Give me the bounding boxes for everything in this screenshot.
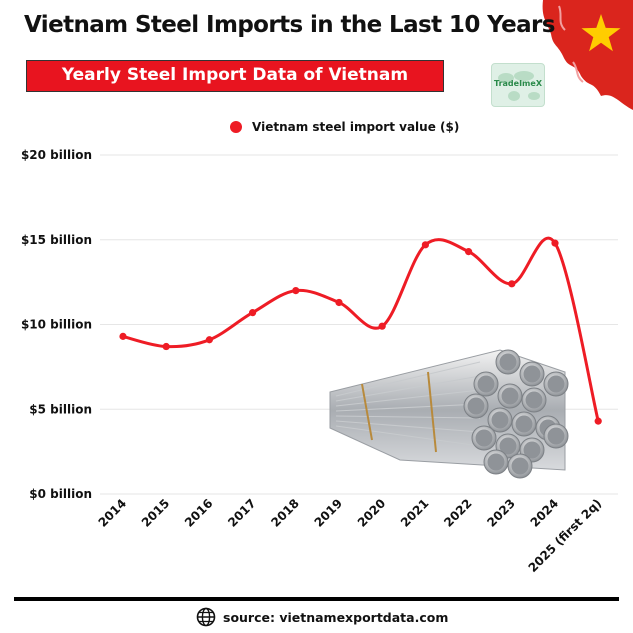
flag-star-icon [581, 14, 621, 52]
pipe-bore [487, 453, 505, 471]
steel-pipes-illustration [329, 349, 569, 479]
x-tick-label: 2018 [268, 496, 302, 530]
y-tick-label: $10 billion [21, 318, 92, 332]
data-point [335, 298, 343, 307]
chart-subtitle-banner: Yearly Steel Import Data of Vietnam [26, 60, 444, 92]
legend-label: Vietnam steel import value ($) [252, 120, 460, 134]
footer-divider [14, 597, 619, 601]
pipe-bore [523, 365, 541, 383]
world-map-icon [498, 71, 540, 101]
x-tick-label: 2021 [398, 496, 432, 530]
pipe-bore [547, 375, 565, 393]
pipe-bore [499, 353, 517, 371]
pipe-bore [515, 415, 533, 433]
y-tick-label: $15 billion [21, 233, 92, 247]
tradeimex-logo: TradeImeX [491, 63, 545, 107]
x-tick-label: 2020 [355, 496, 389, 530]
logo-text: TradeImeX [494, 79, 542, 88]
x-tick-label: 2019 [312, 496, 346, 530]
data-point [594, 417, 602, 425]
y-tick-label: $20 billion [21, 148, 92, 162]
chart-title: Vietnam Steel Imports in the Last 10 Yea… [24, 12, 555, 38]
data-point [119, 332, 127, 340]
x-tick-label: 2014 [96, 496, 130, 530]
pipe-bore [523, 441, 541, 459]
globe-icon [196, 607, 216, 627]
data-point [162, 342, 170, 351]
pipe-edge [335, 375, 481, 402]
source-text: source: vietnamexportdata.com [223, 609, 449, 625]
pipe-bore [477, 375, 495, 393]
y-axis-ticks: $0 billion $5 billion $10 billion $15 billi… [21, 148, 92, 501]
vietnam-flag-icon [542, 0, 633, 110]
line-chart: $0 billion $5 billion $10 billion $15 billi… [21, 148, 618, 575]
pipe-bore [511, 457, 529, 475]
y-tick-label: $5 billion [29, 402, 92, 416]
chart-legend: Vietnam steel import value ($) [230, 118, 459, 136]
pipe-edge [335, 361, 481, 397]
data-point [465, 248, 473, 256]
x-tick-label: 2016 [182, 496, 216, 530]
pipe-edge [335, 425, 481, 447]
pipe-strap [427, 371, 437, 453]
data-point [421, 241, 429, 249]
data-point [508, 280, 516, 288]
source-footer: source: vietnamexportdata.com [196, 606, 448, 628]
pipe-bore [525, 391, 543, 409]
pipe-bore [491, 411, 509, 429]
x-tick-label: 2024 [528, 496, 562, 530]
x-tick-label: 2025 (first 2q) [526, 496, 605, 575]
pipe-bore [475, 429, 493, 447]
pipe-bore [547, 427, 565, 445]
pipe-bore [499, 437, 517, 455]
data-point [378, 322, 386, 330]
data-points [119, 239, 602, 425]
pipe-edge [335, 415, 481, 419]
pipe-bore [467, 397, 485, 415]
data-point [551, 239, 559, 247]
data-point [205, 336, 213, 344]
pipe-edge [335, 389, 481, 407]
y-tick-label: $0 billion [29, 487, 92, 501]
x-tick-label: 2017 [225, 496, 259, 530]
pipe-bore [501, 387, 519, 405]
x-tick-label: 2022 [441, 496, 475, 530]
x-tick-label: 2023 [484, 496, 518, 530]
pipe-edge [335, 420, 481, 433]
x-axis-ticks: 2014 2015 2016 2017 2018 2019 2020 2021 2022 2023… [96, 496, 605, 575]
x-tick-label: 2015 [139, 496, 173, 530]
data-point [292, 287, 300, 295]
data-point [249, 309, 257, 317]
pipe-strap [361, 383, 373, 441]
legend-marker [230, 121, 242, 133]
pipe-edge [335, 403, 481, 412]
